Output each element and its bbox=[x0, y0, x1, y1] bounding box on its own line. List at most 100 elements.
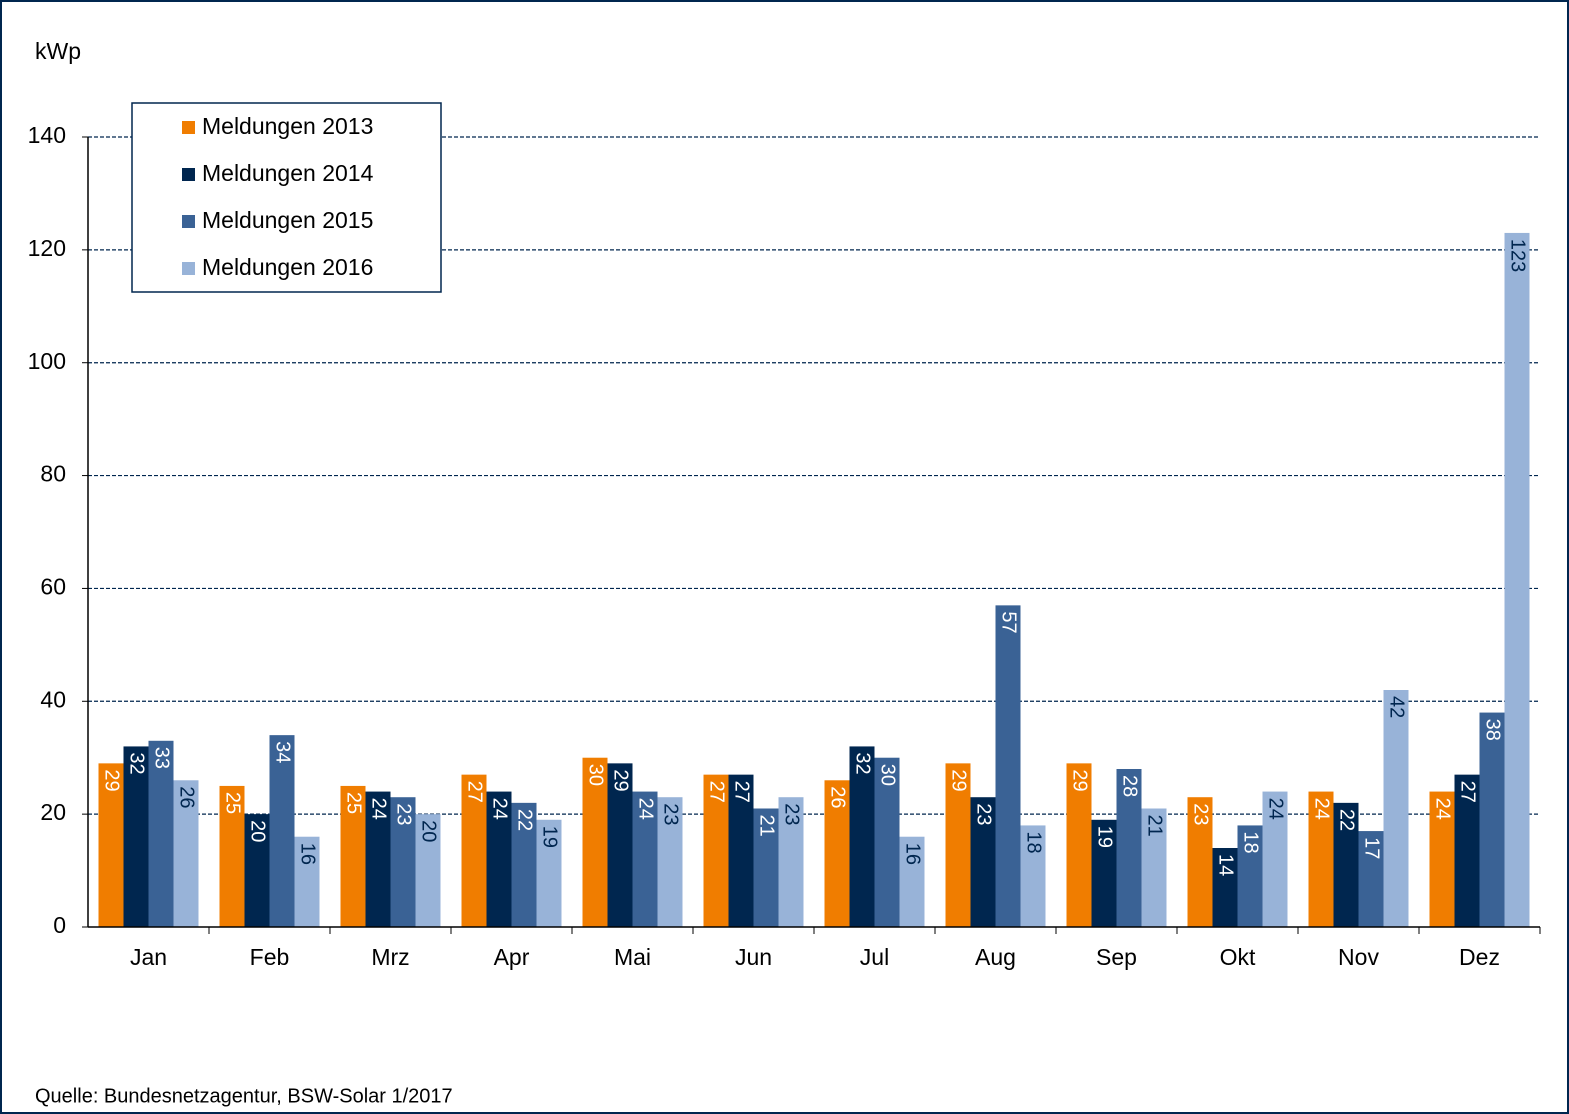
bar bbox=[1504, 232, 1530, 927]
value-label: 16 bbox=[297, 843, 319, 865]
value-label: 14 bbox=[1215, 854, 1237, 876]
value-label: 27 bbox=[706, 781, 728, 803]
x-tick-label: Mai bbox=[614, 944, 651, 970]
x-tick-label: Nov bbox=[1338, 944, 1379, 970]
bar bbox=[945, 763, 971, 927]
x-tick-label: Jun bbox=[735, 944, 772, 970]
value-label: 57 bbox=[998, 611, 1020, 633]
value-label: 42 bbox=[1386, 696, 1408, 718]
value-label: 32 bbox=[126, 752, 148, 774]
legend-label: Meldungen 2016 bbox=[202, 254, 373, 280]
y-tick-label: 100 bbox=[28, 348, 66, 374]
value-label: 16 bbox=[902, 843, 924, 865]
x-tick-label: Mrz bbox=[371, 944, 409, 970]
bar bbox=[1020, 825, 1046, 927]
x-tick-label: Apr bbox=[494, 944, 530, 970]
bar bbox=[899, 836, 925, 927]
bar bbox=[511, 802, 537, 927]
bar bbox=[415, 814, 441, 927]
value-label: 17 bbox=[1361, 837, 1383, 859]
bar bbox=[1091, 819, 1117, 927]
value-label: 20 bbox=[418, 820, 440, 842]
value-label: 24 bbox=[1432, 798, 1454, 820]
bar bbox=[244, 814, 270, 927]
value-label: 33 bbox=[151, 747, 173, 769]
bar bbox=[269, 735, 295, 927]
value-label: 23 bbox=[973, 803, 995, 825]
bar bbox=[1454, 774, 1480, 927]
value-label: 24 bbox=[1311, 798, 1333, 820]
bar bbox=[173, 780, 199, 927]
bar bbox=[970, 797, 996, 927]
source-note: Quelle: Bundesnetzagentur, BSW-Solar 1/2… bbox=[35, 1085, 453, 1107]
x-tick-label: Aug bbox=[975, 944, 1016, 970]
bar bbox=[536, 819, 562, 927]
bar bbox=[390, 797, 416, 927]
value-label: 24 bbox=[368, 798, 390, 820]
bar bbox=[1308, 791, 1334, 927]
legend-swatch bbox=[182, 215, 195, 228]
y-axis-label: kWp bbox=[35, 38, 81, 64]
legend-label: Meldungen 2014 bbox=[202, 160, 374, 186]
bar bbox=[582, 757, 608, 927]
value-label: 29 bbox=[610, 769, 632, 791]
bar bbox=[849, 746, 875, 927]
value-label: 29 bbox=[101, 769, 123, 791]
value-label: 24 bbox=[489, 798, 511, 820]
bar bbox=[1358, 831, 1384, 927]
bar bbox=[1187, 797, 1213, 927]
bar bbox=[340, 785, 366, 927]
legend-swatch bbox=[182, 262, 195, 275]
value-label: 25 bbox=[222, 792, 244, 814]
value-label: 21 bbox=[756, 815, 778, 837]
bar bbox=[728, 774, 754, 927]
legend-label: Meldungen 2015 bbox=[202, 207, 373, 233]
value-label: 23 bbox=[660, 803, 682, 825]
value-label: 19 bbox=[539, 826, 561, 848]
value-label: 21 bbox=[1144, 815, 1166, 837]
bar bbox=[1383, 690, 1409, 927]
value-label: 24 bbox=[1265, 798, 1287, 820]
bar bbox=[1262, 791, 1288, 927]
value-label: 26 bbox=[827, 786, 849, 808]
value-label: 34 bbox=[272, 741, 294, 763]
value-label: 22 bbox=[1336, 809, 1358, 831]
value-label: 30 bbox=[877, 764, 899, 786]
y-tick-label: 140 bbox=[28, 122, 66, 148]
value-label: 27 bbox=[1457, 781, 1479, 803]
x-tick-label: Dez bbox=[1459, 944, 1500, 970]
value-label: 19 bbox=[1094, 826, 1116, 848]
bar bbox=[294, 836, 320, 927]
x-tick-label: Jul bbox=[860, 944, 889, 970]
legend-label: Meldungen 2013 bbox=[202, 113, 373, 139]
y-tick-label: 80 bbox=[40, 461, 66, 487]
y-tick-label: 0 bbox=[53, 912, 66, 938]
bar bbox=[1116, 769, 1142, 927]
value-label: 30 bbox=[585, 764, 607, 786]
legend-swatch bbox=[182, 168, 195, 181]
x-tick-label: Feb bbox=[250, 944, 290, 970]
legend-box bbox=[131, 102, 442, 293]
bar bbox=[1066, 763, 1092, 927]
value-label: 32 bbox=[852, 752, 874, 774]
x-tick-label: Jan bbox=[130, 944, 167, 970]
value-label: 23 bbox=[781, 803, 803, 825]
value-label: 18 bbox=[1240, 831, 1262, 853]
value-label: 28 bbox=[1119, 775, 1141, 797]
value-label: 26 bbox=[176, 786, 198, 808]
value-label: 123 bbox=[1507, 239, 1529, 272]
value-label: 22 bbox=[514, 809, 536, 831]
y-tick-label: 120 bbox=[28, 235, 66, 261]
bar bbox=[1429, 791, 1455, 927]
bar bbox=[1479, 712, 1505, 927]
bar bbox=[607, 763, 633, 927]
legend-swatch bbox=[182, 121, 195, 134]
bar bbox=[148, 740, 174, 927]
y-tick-label: 40 bbox=[40, 686, 66, 712]
value-label: 38 bbox=[1482, 719, 1504, 741]
value-label: 29 bbox=[1069, 769, 1091, 791]
bar bbox=[1141, 808, 1167, 927]
value-label: 24 bbox=[635, 798, 657, 820]
bar bbox=[461, 774, 487, 927]
